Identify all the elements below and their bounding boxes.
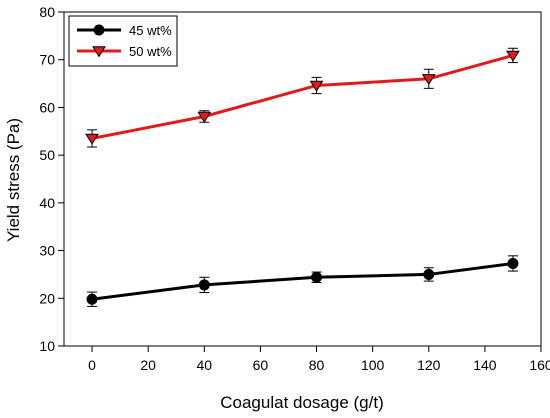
data-point [506, 50, 520, 62]
legend-label: 50 wt% [129, 44, 172, 59]
y-axis-title: Yield stress (Pa) [4, 118, 23, 242]
legend-label: 45 wt% [129, 23, 172, 38]
data-point [423, 268, 435, 280]
x-tick-label: 140 [473, 357, 497, 373]
x-tick-label: 80 [309, 357, 325, 373]
legend-swatch-marker [92, 46, 106, 58]
data-point [507, 257, 519, 269]
legend-box [68, 15, 178, 67]
data-point [85, 133, 99, 145]
plot-frame [63, 11, 542, 347]
series-45-wt [86, 255, 519, 307]
series-50-wt [85, 47, 520, 148]
y-tick-label: 80 [39, 4, 55, 20]
axes: 0 20 40 60 80 100 120 140 160 10 20 30 40 50 60 70 80 [39, 4, 550, 373]
data-point [309, 80, 324, 92]
x-tick-label: 160 [529, 357, 550, 373]
legend-swatch-marker [93, 24, 105, 36]
x-tick-label: 40 [197, 357, 213, 373]
series-layer [85, 47, 520, 307]
y-tick-label: 10 [39, 338, 55, 354]
data-point [421, 74, 436, 86]
x-tick-label: 60 [253, 357, 269, 373]
legend: 45 wt% 50 wt% [68, 15, 178, 67]
y-tick-label: 70 [39, 52, 55, 68]
y-tick-label: 20 [39, 290, 55, 306]
data-point [311, 271, 323, 283]
y-tick-label: 60 [39, 99, 55, 115]
x-tick-label: 0 [88, 357, 96, 373]
y-tick-label: 40 [39, 195, 55, 211]
data-point [86, 293, 98, 305]
y-tick-label: 50 [39, 147, 55, 163]
x-axis-title: Coagulat dosage (g/t) [220, 393, 384, 412]
y-tick-label: 30 [39, 243, 55, 259]
x-tick-label: 20 [140, 357, 156, 373]
x-tick-label: 100 [361, 357, 385, 373]
data-point [197, 111, 212, 123]
x-tick-label: 120 [417, 357, 441, 373]
data-point [198, 279, 210, 291]
